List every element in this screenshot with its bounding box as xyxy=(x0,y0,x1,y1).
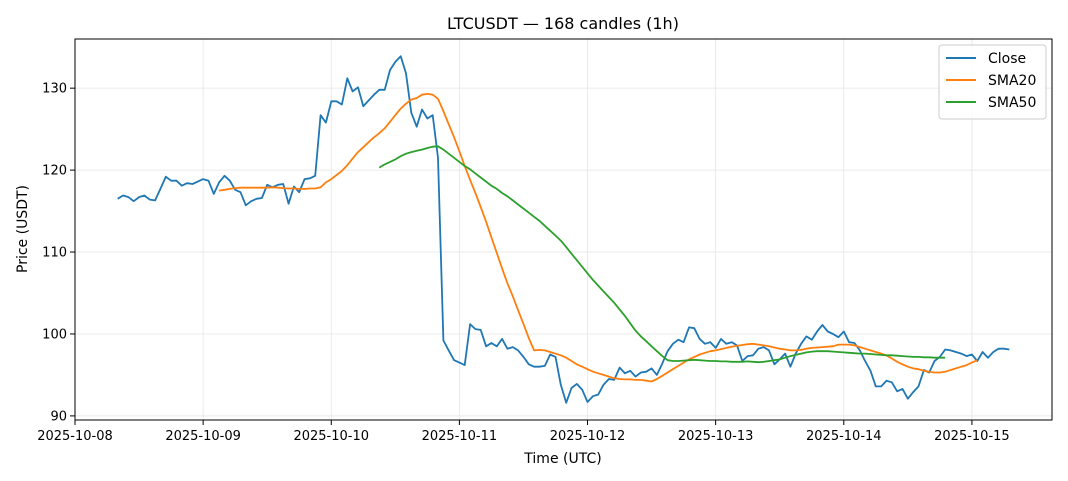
x-tick-label: 2025-10-12 xyxy=(550,429,626,444)
y-tick-label: 90 xyxy=(50,409,67,424)
grid xyxy=(74,39,1052,420)
y-axis-label: Price (USDT) xyxy=(15,185,31,273)
legend-label: SMA20 xyxy=(988,73,1036,89)
legend-box xyxy=(938,44,1047,120)
y-tick-label: 120 xyxy=(42,164,67,179)
y-tick-label: 110 xyxy=(42,246,67,261)
chart-title: LTCUSDT — 168 candles (1h) xyxy=(447,14,679,33)
legend: Close SMA20 SMA50 xyxy=(938,44,1047,120)
y-tick-label: 100 xyxy=(42,327,67,342)
x-tick-label: 2025-10-11 xyxy=(422,429,498,444)
y-axis: 90 100 110 120 130 xyxy=(42,82,75,424)
x-axis: 2025-10-08 2025-10-09 2025-10-10 2025-10-11… xyxy=(37,420,1010,444)
x-tick-label: 2025-10-14 xyxy=(806,429,882,444)
x-tick-label: 2025-10-15 xyxy=(934,429,1010,444)
x-tick-label: 2025-10-10 xyxy=(293,429,369,444)
legend-label: SMA50 xyxy=(988,95,1036,111)
legend-label: Close xyxy=(988,51,1026,67)
series-line-close xyxy=(117,55,1010,404)
x-tick-label: 2025-10-13 xyxy=(678,429,754,444)
plot-frame xyxy=(74,38,1053,421)
x-axis-label: Time (UTC) xyxy=(523,451,601,467)
y-tick-label: 130 xyxy=(42,82,67,97)
series-layer xyxy=(117,55,1010,404)
series-line-sma20 xyxy=(218,93,978,383)
x-tick-label: 2025-10-09 xyxy=(165,429,241,444)
x-tick-label: 2025-10-08 xyxy=(37,429,113,444)
series-line-sma50 xyxy=(378,145,946,364)
